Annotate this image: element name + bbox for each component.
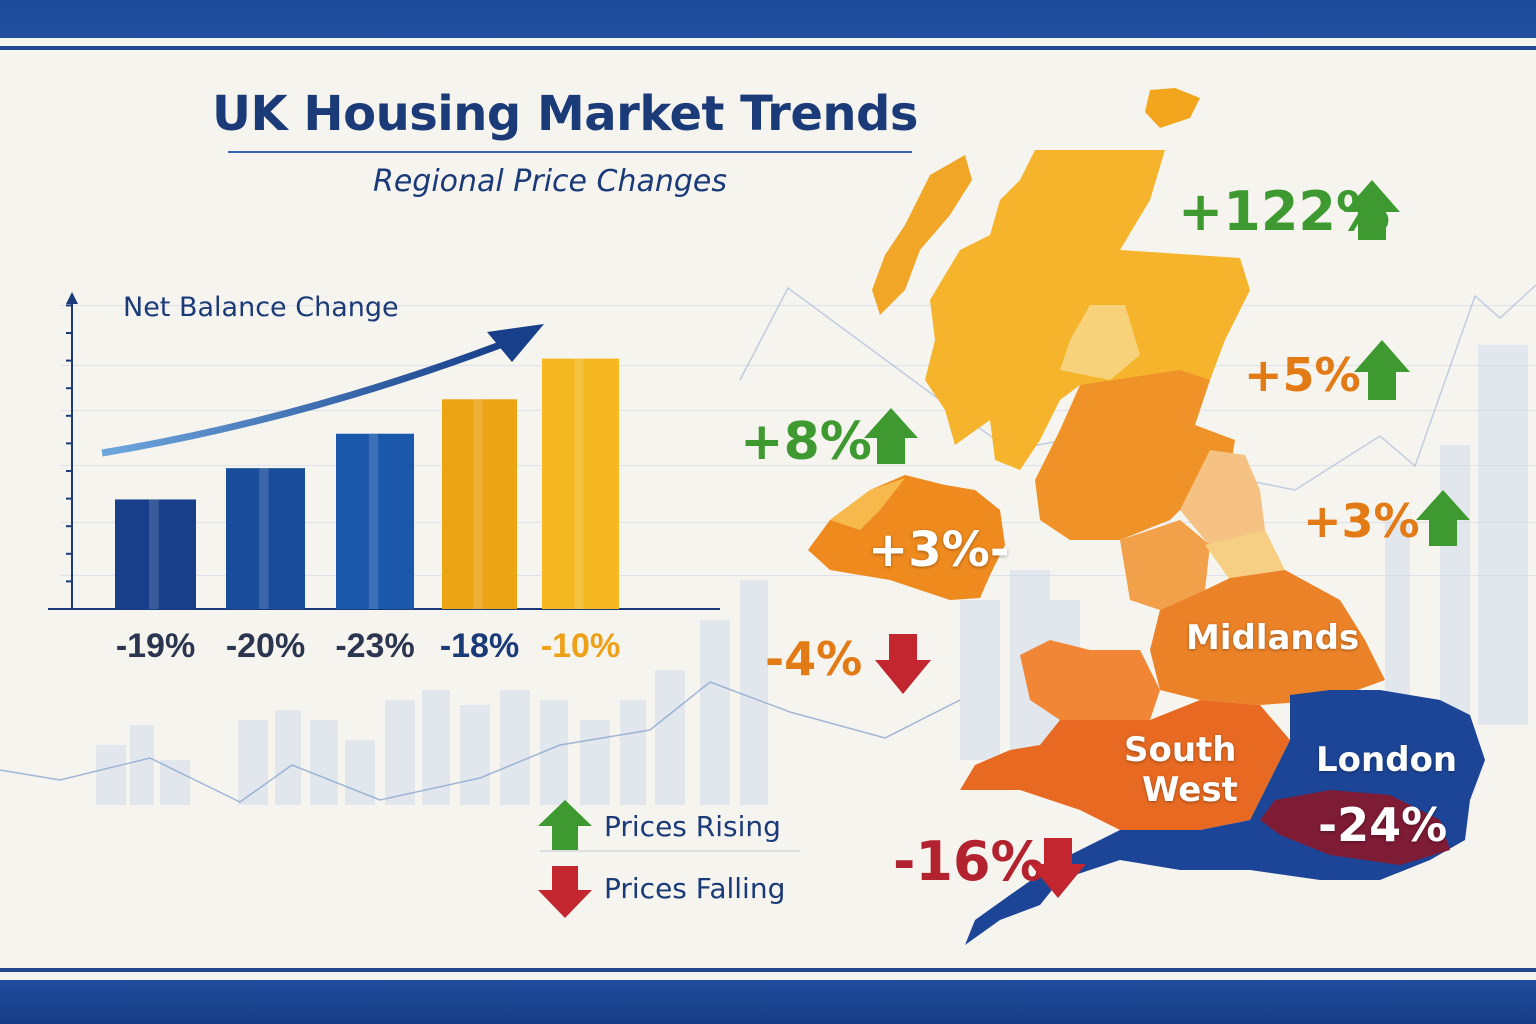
- bar-5: [542, 358, 619, 609]
- bar-3: [336, 433, 414, 609]
- callout-north-east: +3%: [1303, 494, 1420, 548]
- bar-label-5: -10%: [541, 627, 620, 665]
- map-western-isles: [872, 155, 972, 315]
- page-title: UK Housing Market Trends: [212, 86, 918, 142]
- bar-highlight: [473, 399, 483, 609]
- grid-line: [60, 522, 1536, 523]
- arrow-down-icon: [875, 634, 931, 694]
- arrow-up-icon: [1354, 340, 1410, 400]
- map-shetland: [1145, 88, 1200, 128]
- map-midlands: [1120, 520, 1385, 705]
- trend-arrow-head-icon: [487, 324, 544, 362]
- title-underline: [228, 151, 912, 153]
- bar-label-1: -19%: [116, 627, 195, 665]
- bar-chart: -19% -20% -23% -18% -10%: [48, 292, 720, 665]
- bar-label-4: -18%: [440, 627, 519, 665]
- region-label-south-west-1: South: [1124, 730, 1237, 770]
- bar-highlight: [368, 433, 379, 609]
- y-axis-arrow-icon: [66, 292, 78, 304]
- callout-northern-ireland: +3%-: [868, 522, 1010, 578]
- legend-rising-label: Prices Rising: [604, 810, 781, 843]
- arrow-down-icon: [1030, 838, 1086, 898]
- map-ni-north: [830, 478, 905, 530]
- bar-highlight: [259, 468, 269, 609]
- arrow-up-icon: [1416, 490, 1470, 546]
- grid-line: [60, 575, 1536, 576]
- region-label-south-west-2: West: [1142, 770, 1238, 810]
- bar-highlight: [574, 358, 584, 609]
- top-rule: [0, 46, 1536, 50]
- legend-falling-arrow-icon: [538, 866, 592, 918]
- chart-title: Net Balance Change: [123, 292, 399, 323]
- trend-arrow: [101, 341, 502, 457]
- bar-2: [226, 468, 305, 609]
- callout-scotland-west: +8%: [740, 412, 872, 472]
- bar-4: [442, 399, 517, 609]
- legend-falling-label: Prices Falling: [604, 872, 786, 905]
- grid-line: [60, 365, 1536, 366]
- top-band: [0, 0, 1536, 38]
- bar-label-3: -23%: [335, 627, 414, 665]
- callout-wales-west: -4%: [765, 632, 863, 686]
- bottom-band: [0, 980, 1536, 1024]
- callout-london: -24%: [1318, 798, 1448, 852]
- map-south-west: [960, 700, 1290, 830]
- region-label-london: London: [1316, 740, 1458, 780]
- callout-south-coast: -16%: [893, 830, 1045, 893]
- map-london-core: [1260, 790, 1450, 865]
- grid-line: [60, 465, 1536, 466]
- grid-line: [60, 410, 1536, 411]
- page-subtitle: Regional Price Changes: [372, 164, 728, 199]
- arrow-up-icon: [864, 408, 918, 464]
- grid-line: [60, 305, 1536, 306]
- bar-1: [115, 499, 196, 609]
- arrow-up-icon: [1344, 180, 1400, 240]
- bar-label-2: -20%: [226, 627, 305, 665]
- map-wales: [1020, 640, 1160, 730]
- region-label-midlands: Midlands: [1186, 618, 1360, 658]
- callout-scotland-east: +5%: [1244, 348, 1361, 402]
- y-ticks: [66, 304, 72, 583]
- legend-rising-arrow-icon: [538, 800, 592, 850]
- bar-highlight: [149, 499, 159, 609]
- bottom-rule: [0, 968, 1536, 972]
- map-london-south-east: [965, 690, 1485, 945]
